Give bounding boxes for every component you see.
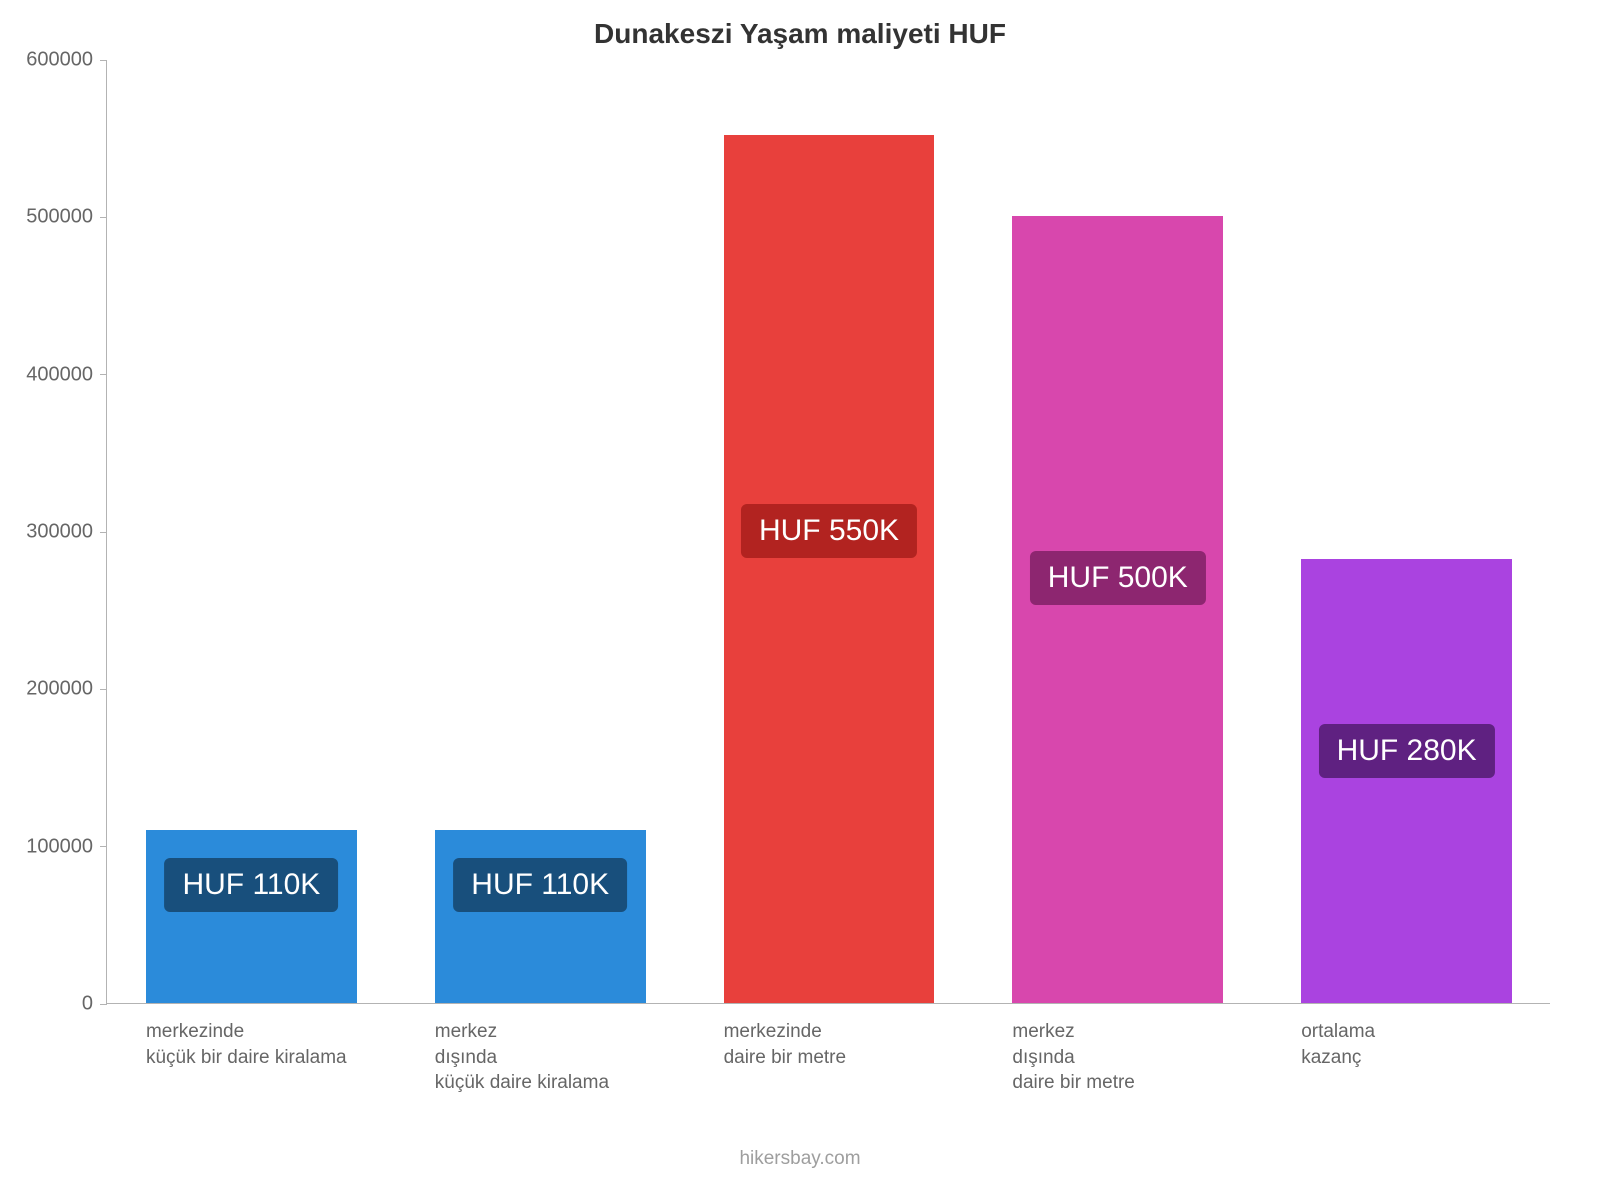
- y-tick-label: 0: [82, 993, 107, 1016]
- x-category-label: ortalama kazanç: [1301, 1003, 1512, 1070]
- x-category-label: merkezinde küçük bir daire kiralama: [146, 1003, 357, 1070]
- bar: HUF 110K: [146, 830, 357, 1003]
- source-attribution: hikersbay.com: [0, 1148, 1600, 1170]
- bar: HUF 500K: [1012, 216, 1223, 1003]
- y-tick-label: 500000: [26, 206, 107, 229]
- y-tick-label: 100000: [26, 835, 107, 858]
- y-tick-label: 600000: [26, 49, 107, 72]
- bar: HUF 550K: [724, 135, 935, 1003]
- y-tick-label: 300000: [26, 521, 107, 544]
- bar-value-badge: HUF 550K: [741, 504, 917, 558]
- y-tick-label: 200000: [26, 678, 107, 701]
- x-category-label: merkez dışında daire bir metre: [1012, 1003, 1223, 1096]
- bar: HUF 110K: [435, 830, 646, 1003]
- x-category-label: merkez dışında küçük daire kiralama: [435, 1003, 646, 1096]
- cost-of-living-chart: Dunakeszi Yaşam maliyeti HUF 01000002000…: [0, 0, 1600, 1200]
- plot-area: 0100000200000300000400000500000600000HUF…: [106, 60, 1550, 1004]
- bar-value-badge: HUF 280K: [1319, 724, 1495, 778]
- bar-value-badge: HUF 110K: [453, 858, 627, 912]
- bar-value-badge: HUF 110K: [164, 858, 338, 912]
- bar: HUF 280K: [1301, 559, 1512, 1003]
- y-tick-label: 400000: [26, 363, 107, 386]
- chart-title: Dunakeszi Yaşam maliyeti HUF: [0, 18, 1600, 50]
- x-category-label: merkezinde daire bir metre: [724, 1003, 935, 1070]
- bar-value-badge: HUF 500K: [1030, 551, 1206, 605]
